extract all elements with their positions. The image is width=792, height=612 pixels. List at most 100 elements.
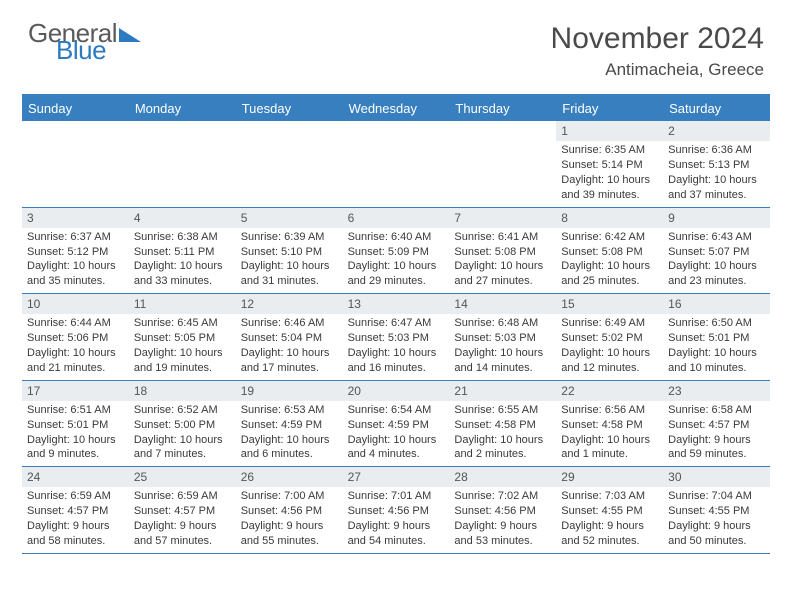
daylight-text: Daylight: 9 hours and 58 minutes. bbox=[27, 519, 125, 549]
calendar-cell: 19Sunrise: 6:53 AMSunset: 4:59 PMDayligh… bbox=[236, 381, 343, 467]
day-number: 19 bbox=[236, 381, 343, 401]
sunrise-text: Sunrise: 7:02 AM bbox=[454, 489, 552, 504]
calendar-cell: 28Sunrise: 7:02 AMSunset: 4:56 PMDayligh… bbox=[449, 467, 556, 553]
day-number: 1 bbox=[556, 121, 663, 141]
sunrise-text: Sunrise: 6:53 AM bbox=[241, 403, 339, 418]
day-info: Sunrise: 6:50 AMSunset: 5:01 PMDaylight:… bbox=[663, 314, 770, 379]
day-number: 29 bbox=[556, 467, 663, 487]
day-number: 10 bbox=[22, 294, 129, 314]
day-header: Saturday bbox=[663, 97, 770, 121]
sunrise-text: Sunrise: 6:41 AM bbox=[454, 230, 552, 245]
calendar-cell bbox=[236, 121, 343, 207]
calendar-cell: 30Sunrise: 7:04 AMSunset: 4:55 PMDayligh… bbox=[663, 467, 770, 553]
sunset-text: Sunset: 5:07 PM bbox=[668, 245, 766, 260]
day-info: Sunrise: 7:00 AMSunset: 4:56 PMDaylight:… bbox=[236, 487, 343, 552]
calendar-cell bbox=[22, 121, 129, 207]
day-number: 5 bbox=[236, 208, 343, 228]
sunset-text: Sunset: 5:06 PM bbox=[27, 331, 125, 346]
day-info: Sunrise: 7:01 AMSunset: 4:56 PMDaylight:… bbox=[343, 487, 450, 552]
daylight-text: Daylight: 10 hours and 10 minutes. bbox=[668, 346, 766, 376]
sunrise-text: Sunrise: 6:47 AM bbox=[348, 316, 446, 331]
day-number: 26 bbox=[236, 467, 343, 487]
day-header: Monday bbox=[129, 97, 236, 121]
sunrise-text: Sunrise: 6:55 AM bbox=[454, 403, 552, 418]
day-info: Sunrise: 6:46 AMSunset: 5:04 PMDaylight:… bbox=[236, 314, 343, 379]
day-header: Tuesday bbox=[236, 97, 343, 121]
sunset-text: Sunset: 4:56 PM bbox=[454, 504, 552, 519]
day-info: Sunrise: 6:36 AMSunset: 5:13 PMDaylight:… bbox=[663, 141, 770, 206]
day-number bbox=[129, 121, 236, 125]
daylight-text: Daylight: 9 hours and 50 minutes. bbox=[668, 519, 766, 549]
sunrise-text: Sunrise: 6:56 AM bbox=[561, 403, 659, 418]
calendar-cell bbox=[129, 121, 236, 207]
sunrise-text: Sunrise: 6:45 AM bbox=[134, 316, 232, 331]
day-number bbox=[22, 121, 129, 125]
day-info: Sunrise: 6:39 AMSunset: 5:10 PMDaylight:… bbox=[236, 228, 343, 293]
sunset-text: Sunset: 4:57 PM bbox=[134, 504, 232, 519]
day-number: 13 bbox=[343, 294, 450, 314]
sunrise-text: Sunrise: 6:43 AM bbox=[668, 230, 766, 245]
calendar-cell bbox=[343, 121, 450, 207]
daylight-text: Daylight: 10 hours and 1 minute. bbox=[561, 433, 659, 463]
day-number bbox=[449, 121, 556, 125]
day-number bbox=[343, 121, 450, 125]
daylight-text: Daylight: 10 hours and 6 minutes. bbox=[241, 433, 339, 463]
daylight-text: Daylight: 10 hours and 2 minutes. bbox=[454, 433, 552, 463]
sunrise-text: Sunrise: 7:01 AM bbox=[348, 489, 446, 504]
daylight-text: Daylight: 10 hours and 35 minutes. bbox=[27, 259, 125, 289]
sunset-text: Sunset: 4:58 PM bbox=[561, 418, 659, 433]
sunrise-text: Sunrise: 6:46 AM bbox=[241, 316, 339, 331]
day-number: 8 bbox=[556, 208, 663, 228]
day-number: 20 bbox=[343, 381, 450, 401]
logo: General Blue bbox=[28, 22, 141, 63]
day-number: 25 bbox=[129, 467, 236, 487]
calendar-cell: 25Sunrise: 6:59 AMSunset: 4:57 PMDayligh… bbox=[129, 467, 236, 553]
calendar-cell: 4Sunrise: 6:38 AMSunset: 5:11 PMDaylight… bbox=[129, 208, 236, 294]
day-info: Sunrise: 6:45 AMSunset: 5:05 PMDaylight:… bbox=[129, 314, 236, 379]
sunset-text: Sunset: 5:02 PM bbox=[561, 331, 659, 346]
sunrise-text: Sunrise: 7:04 AM bbox=[668, 489, 766, 504]
calendar-cell: 18Sunrise: 6:52 AMSunset: 5:00 PMDayligh… bbox=[129, 381, 236, 467]
calendar-cell: 17Sunrise: 6:51 AMSunset: 5:01 PMDayligh… bbox=[22, 381, 129, 467]
day-number: 24 bbox=[22, 467, 129, 487]
day-number: 14 bbox=[449, 294, 556, 314]
sunrise-text: Sunrise: 6:52 AM bbox=[134, 403, 232, 418]
sunset-text: Sunset: 4:57 PM bbox=[668, 418, 766, 433]
day-header: Wednesday bbox=[343, 97, 450, 121]
day-info: Sunrise: 6:42 AMSunset: 5:08 PMDaylight:… bbox=[556, 228, 663, 293]
sunset-text: Sunset: 5:01 PM bbox=[668, 331, 766, 346]
calendar-cell: 20Sunrise: 6:54 AMSunset: 4:59 PMDayligh… bbox=[343, 381, 450, 467]
sunset-text: Sunset: 4:56 PM bbox=[348, 504, 446, 519]
sunset-text: Sunset: 5:13 PM bbox=[668, 158, 766, 173]
sunset-text: Sunset: 5:08 PM bbox=[454, 245, 552, 260]
day-header: Thursday bbox=[449, 97, 556, 121]
day-info: Sunrise: 6:51 AMSunset: 5:01 PMDaylight:… bbox=[22, 401, 129, 466]
day-info: Sunrise: 7:03 AMSunset: 4:55 PMDaylight:… bbox=[556, 487, 663, 552]
sunrise-text: Sunrise: 7:00 AM bbox=[241, 489, 339, 504]
sunset-text: Sunset: 4:59 PM bbox=[241, 418, 339, 433]
sunrise-text: Sunrise: 6:44 AM bbox=[27, 316, 125, 331]
sunset-text: Sunset: 5:11 PM bbox=[134, 245, 232, 260]
daylight-text: Daylight: 10 hours and 4 minutes. bbox=[348, 433, 446, 463]
calendar-cell: 12Sunrise: 6:46 AMSunset: 5:04 PMDayligh… bbox=[236, 294, 343, 380]
sunset-text: Sunset: 4:56 PM bbox=[241, 504, 339, 519]
day-number: 2 bbox=[663, 121, 770, 141]
day-info: Sunrise: 6:37 AMSunset: 5:12 PMDaylight:… bbox=[22, 228, 129, 293]
day-info: Sunrise: 6:47 AMSunset: 5:03 PMDaylight:… bbox=[343, 314, 450, 379]
sunrise-text: Sunrise: 6:58 AM bbox=[668, 403, 766, 418]
sunset-text: Sunset: 5:08 PM bbox=[561, 245, 659, 260]
logo-text-blue: Blue bbox=[56, 39, 141, 62]
day-number: 16 bbox=[663, 294, 770, 314]
day-info: Sunrise: 6:56 AMSunset: 4:58 PMDaylight:… bbox=[556, 401, 663, 466]
sunset-text: Sunset: 5:14 PM bbox=[561, 158, 659, 173]
day-info: Sunrise: 6:53 AMSunset: 4:59 PMDaylight:… bbox=[236, 401, 343, 466]
daylight-text: Daylight: 9 hours and 53 minutes. bbox=[454, 519, 552, 549]
calendar-week: 3Sunrise: 6:37 AMSunset: 5:12 PMDaylight… bbox=[22, 208, 770, 295]
sunrise-text: Sunrise: 6:38 AM bbox=[134, 230, 232, 245]
day-number: 17 bbox=[22, 381, 129, 401]
day-number: 7 bbox=[449, 208, 556, 228]
day-info: Sunrise: 6:52 AMSunset: 5:00 PMDaylight:… bbox=[129, 401, 236, 466]
sunrise-text: Sunrise: 6:42 AM bbox=[561, 230, 659, 245]
day-number: 15 bbox=[556, 294, 663, 314]
calendar-cell: 6Sunrise: 6:40 AMSunset: 5:09 PMDaylight… bbox=[343, 208, 450, 294]
